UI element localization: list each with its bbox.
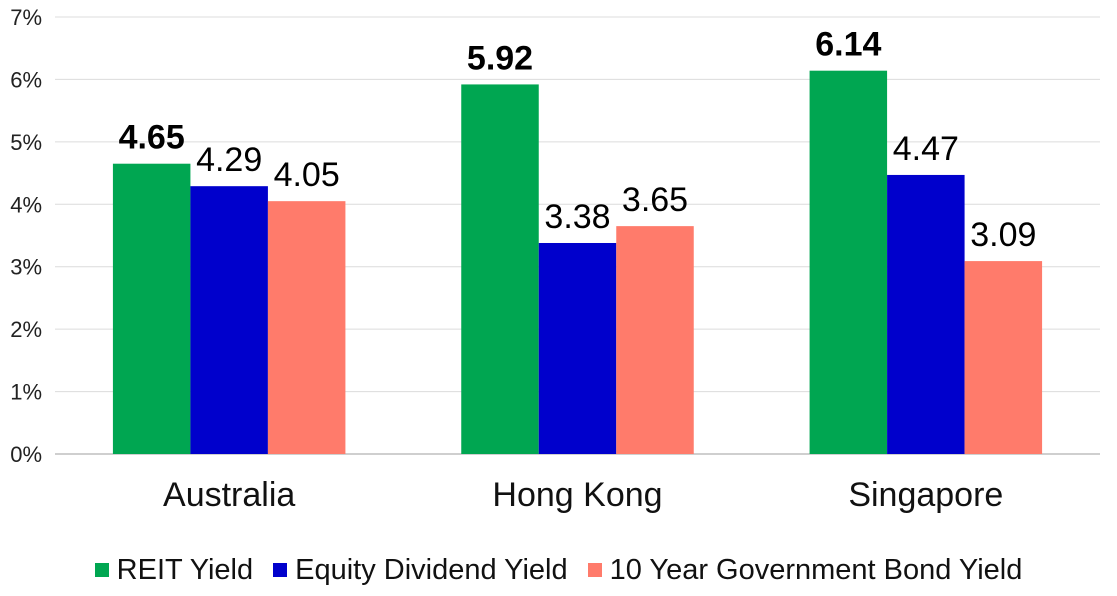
legend-label-bond: 10 Year Government Bond Yield (609, 553, 1023, 586)
data-label-equity-dividend-yield-australia: 4.29 (196, 141, 262, 179)
y-tick-label: 4% (10, 192, 42, 217)
data-labels: 4.65 4.29 4.05 5.92 3.38 3.65 6.14 4.47 3.09 (119, 26, 1037, 254)
category-label-singapore: Singapore (848, 476, 1003, 514)
y-tick-label: 0% (10, 442, 42, 467)
bar-equity-dividend-yield-hong-kong (538, 242, 617, 454)
data-label-reit-yield-australia: 4.65 (119, 119, 185, 157)
data-label-reit-yield-hong-kong: 5.92 (467, 39, 533, 77)
bar-reit-yield-hong-kong (461, 84, 539, 455)
bar-equity-dividend-yield-singapore (887, 174, 965, 455)
legend: REIT Yield Equity Dividend Yield 10 Year… (0, 548, 1117, 592)
data-label-10-year-government-bond-yield-singapore: 3.09 (970, 216, 1036, 254)
y-tick-label: 1% (10, 380, 42, 405)
data-label-reit-yield-singapore: 6.14 (815, 26, 881, 64)
bar-equity-dividend-yield-australia (190, 186, 268, 454)
bar-reit-yield-singapore (809, 70, 888, 454)
category-label-hong-kong: Hong Kong (492, 476, 662, 514)
bars (112, 70, 1043, 455)
data-label-equity-dividend-yield-singapore: 4.47 (893, 130, 959, 168)
x-axis-categories: Australia Hong Kong Singapore (163, 476, 1003, 514)
bar-10-year-government-bond-yield-hong-kong (616, 226, 694, 454)
bar-reit-yield-australia (112, 163, 191, 454)
y-axis-ticks: 0% 1% 2% 3% 4% 5% 6% 7% (10, 5, 42, 467)
bar-10-year-government-bond-yield-australia (267, 201, 346, 454)
data-label-10-year-government-bond-yield-hong-kong: 3.65 (622, 181, 688, 219)
y-tick-label: 2% (10, 317, 42, 342)
legend-item-bond-yield: 10 Year Government Bond Yield (587, 553, 1023, 587)
legend-item-reit-yield: REIT Yield (94, 553, 254, 587)
bar-10-year-government-bond-yield-singapore (964, 261, 1043, 454)
legend-item-equity-dividend-yield: Equity Dividend Yield (273, 553, 568, 587)
y-tick-label: 3% (10, 255, 42, 280)
category-label-australia: Australia (163, 476, 295, 514)
legend-label-reit: REIT Yield (116, 553, 254, 586)
legend-swatch-equity (273, 563, 288, 577)
legend-swatch-reit (94, 563, 109, 577)
bar-chart: 0% 1% 2% 3% 4% 5% 6% 7% 4.65 4.29 4.05 5.92 3.38 3.6… (10, 5, 1100, 514)
y-tick-label: 7% (10, 5, 42, 30)
legend-label-equity: Equity Dividend Yield (295, 553, 568, 586)
data-label-10-year-government-bond-yield-australia: 4.05 (274, 156, 340, 194)
y-tick-label: 5% (10, 130, 42, 155)
legend-swatch-bond (587, 563, 602, 577)
data-label-equity-dividend-yield-hong-kong: 3.38 (544, 198, 610, 236)
y-tick-label: 6% (10, 67, 42, 92)
